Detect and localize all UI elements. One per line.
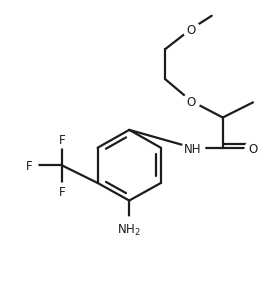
Text: O: O [186,24,196,37]
Text: F: F [59,186,65,199]
Text: F: F [26,160,32,173]
Text: NH: NH [184,143,201,156]
Text: F: F [59,135,65,148]
Text: O: O [248,143,258,156]
Text: NH$_2$: NH$_2$ [117,223,141,238]
Text: O: O [186,96,196,109]
